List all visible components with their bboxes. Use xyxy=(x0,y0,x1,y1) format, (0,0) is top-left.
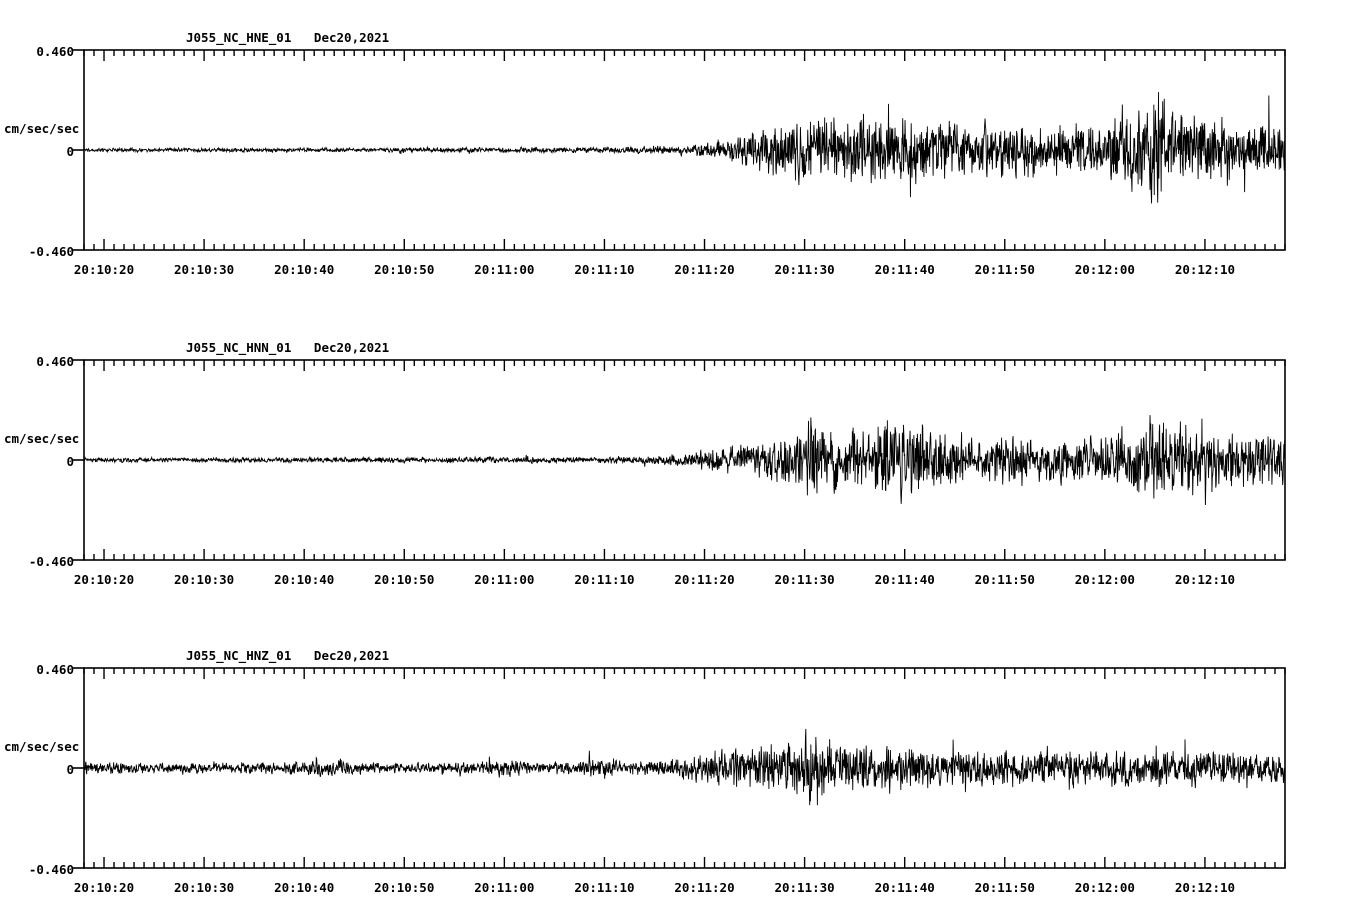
waveform-trace xyxy=(83,92,1286,204)
waveform-plot-hnz xyxy=(72,667,1286,869)
seismogram-panel-hnz: J055_NC_HNZ_01 Dec20,2021 cm/sec/sec 0.4… xyxy=(0,618,1358,918)
waveform-plot-hne xyxy=(72,49,1286,251)
seismogram-panel-hne: J055_NC_HNE_01 Dec20,2021 cm/sec/sec 0.4… xyxy=(0,0,1358,300)
x-tick-label: 20:11:50 xyxy=(974,262,1035,277)
x-tick-label: 20:10:40 xyxy=(274,880,335,895)
x-tick-label: 20:11:40 xyxy=(874,572,935,587)
x-tick-label: 20:10:50 xyxy=(374,262,435,277)
x-tick-label: 20:11:40 xyxy=(874,880,935,895)
panel-title-hnn: J055_NC_HNN_01 Dec20,2021 xyxy=(186,340,390,355)
x-tick-label: 20:12:10 xyxy=(1174,262,1236,277)
x-tick-label: 20:12:10 xyxy=(1174,880,1236,895)
x-tick-label: 20:11:50 xyxy=(974,572,1035,587)
x-tick-label: 20:11:40 xyxy=(874,262,935,277)
x-tick-label: 20:10:20 xyxy=(73,572,135,587)
y-axis-ticks xyxy=(72,359,84,561)
y-tick-min-hnz: -0.460 xyxy=(28,862,74,877)
x-tick-label: 20:11:10 xyxy=(574,880,635,895)
x-tick-label: 20:10:40 xyxy=(274,572,335,587)
x-axis-ticks xyxy=(83,668,1286,868)
x-axis-ticks xyxy=(83,360,1286,560)
x-tick-label: 20:11:20 xyxy=(674,880,735,895)
x-tick-label: 20:10:20 xyxy=(73,262,135,277)
x-tick-label: 20:10:30 xyxy=(173,262,235,277)
x-tick-label: 20:11:00 xyxy=(474,572,535,587)
y-tick-zero-hne: 0 xyxy=(66,144,74,159)
x-tick-label: 20:10:20 xyxy=(73,880,135,895)
y-axis-label-hne: cm/sec/sec xyxy=(4,121,80,136)
x-tick-label: 20:10:40 xyxy=(274,262,335,277)
x-tick-label: 20:10:50 xyxy=(374,880,435,895)
waveform-plot-hnn xyxy=(72,359,1286,561)
y-tick-zero-hnz: 0 xyxy=(66,762,74,777)
x-tick-label: 20:12:00 xyxy=(1074,880,1135,895)
y-axis-label-hnz: cm/sec/sec xyxy=(4,739,80,754)
x-tick-label: 20:12:00 xyxy=(1074,262,1135,277)
x-tick-label: 20:11:30 xyxy=(774,880,835,895)
y-tick-min-hne: -0.460 xyxy=(28,244,74,259)
x-tick-label: 20:11:10 xyxy=(574,262,635,277)
x-tick-label: 20:11:00 xyxy=(474,880,535,895)
y-tick-zero-hnn: 0 xyxy=(66,454,74,469)
panel-title-hnz: J055_NC_HNZ_01 Dec20,2021 xyxy=(186,648,390,663)
y-axis-ticks xyxy=(72,49,84,251)
y-tick-max-hnn: 0.460 xyxy=(36,354,74,369)
x-tick-label: 20:11:20 xyxy=(674,572,735,587)
x-tick-label: 20:11:30 xyxy=(774,262,835,277)
x-tick-label: 20:11:10 xyxy=(574,572,635,587)
y-axis-ticks xyxy=(72,667,84,869)
panel-title-hne: J055_NC_HNE_01 Dec20,2021 xyxy=(186,30,390,45)
x-tick-label: 20:10:30 xyxy=(173,880,235,895)
x-tick-label: 20:12:10 xyxy=(1174,572,1236,587)
y-axis-label-hnn: cm/sec/sec xyxy=(4,431,80,446)
x-tick-label: 20:11:30 xyxy=(774,572,835,587)
x-tick-label: 20:10:30 xyxy=(173,572,235,587)
x-tick-label: 20:10:50 xyxy=(374,572,435,587)
seismogram-panel-hnn: J055_NC_HNN_01 Dec20,2021 cm/sec/sec 0.4… xyxy=(0,310,1358,610)
y-tick-max-hne: 0.460 xyxy=(36,44,74,59)
waveform-trace xyxy=(83,415,1286,505)
y-tick-max-hnz: 0.460 xyxy=(36,662,74,677)
y-tick-min-hnn: -0.460 xyxy=(28,554,74,569)
x-axis-ticks xyxy=(83,50,1286,250)
waveform-trace xyxy=(83,728,1286,806)
x-tick-label: 20:12:00 xyxy=(1074,572,1135,587)
x-tick-label: 20:11:20 xyxy=(674,262,735,277)
x-tick-label: 20:11:50 xyxy=(974,880,1035,895)
x-tick-label: 20:11:00 xyxy=(474,262,535,277)
